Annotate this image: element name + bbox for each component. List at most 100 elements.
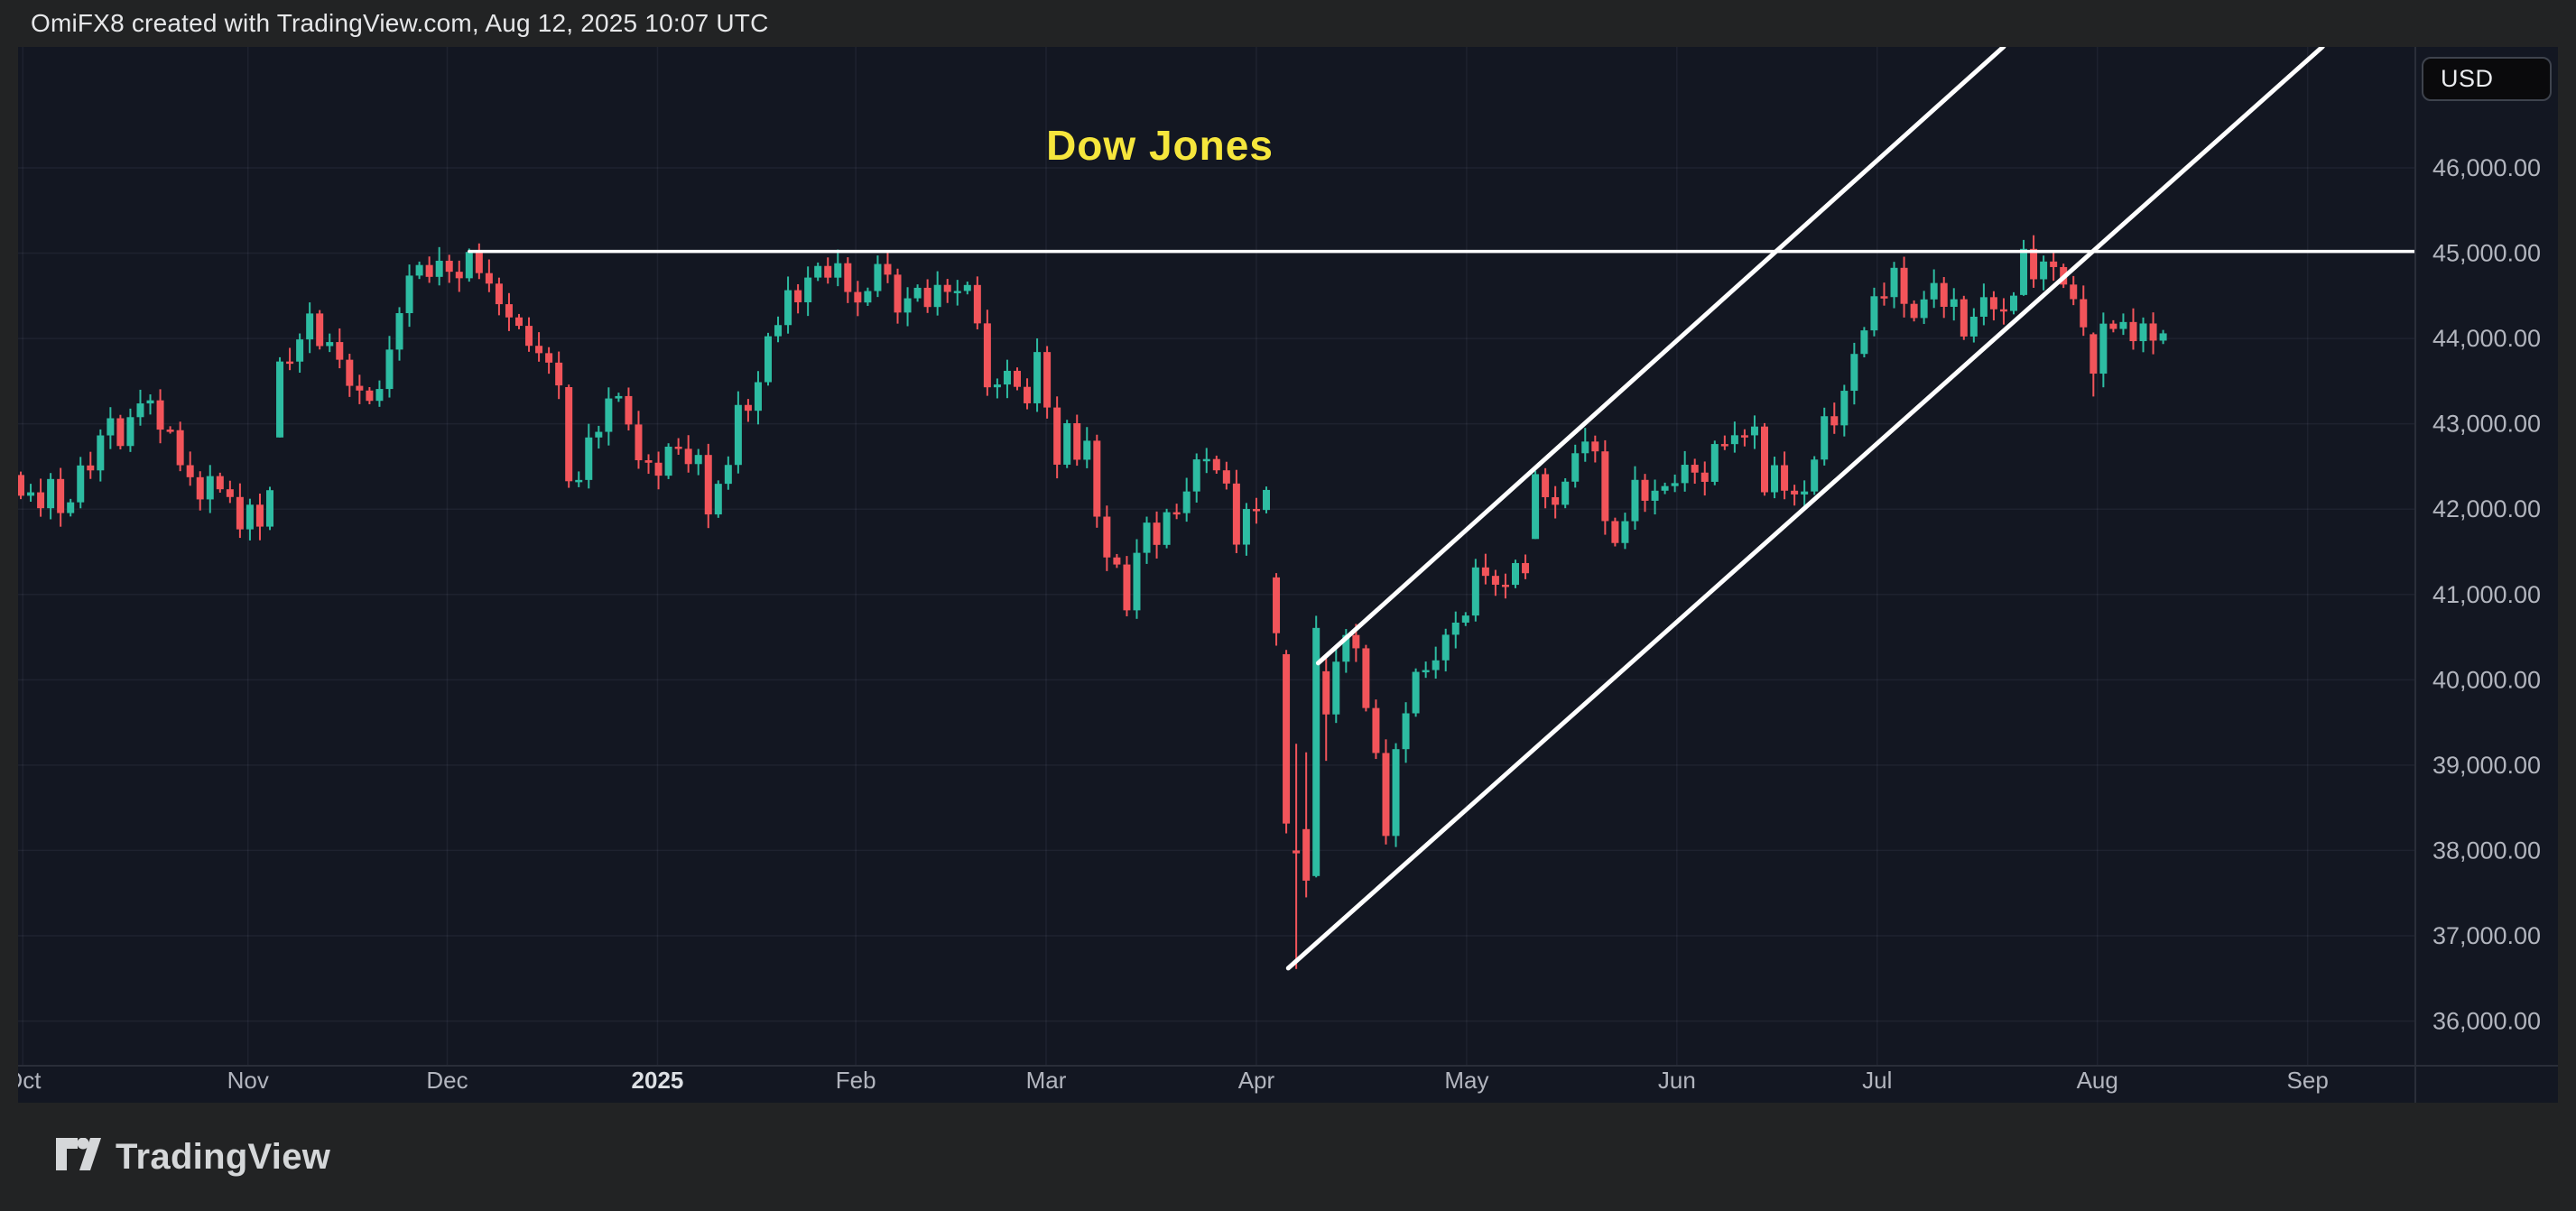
candle xyxy=(834,249,842,287)
candle-body xyxy=(1581,441,1589,454)
candle-body xyxy=(1103,516,1111,558)
candle-body xyxy=(266,490,273,527)
candle xyxy=(1542,467,1550,509)
price-tick-label: 44,000.00 xyxy=(2432,325,2541,352)
time-axis-label: Dec xyxy=(426,1067,468,1094)
candle xyxy=(953,280,961,306)
price-tick-label: 43,000.00 xyxy=(2432,411,2541,438)
candle-body xyxy=(525,326,533,347)
candle-body xyxy=(943,284,951,292)
candle-body xyxy=(1382,753,1390,837)
candle xyxy=(216,472,224,493)
candle xyxy=(495,277,503,316)
candle-body xyxy=(1621,521,1629,543)
candle-body xyxy=(1252,509,1260,512)
candle xyxy=(1053,396,1061,479)
candle-wick xyxy=(1175,504,1178,520)
candle-body xyxy=(1422,670,1430,673)
candle xyxy=(854,281,862,317)
candle xyxy=(605,387,613,446)
candle xyxy=(1561,477,1570,509)
candle-body xyxy=(2030,248,2038,280)
currency-usd-button[interactable]: USD xyxy=(2422,57,2552,101)
candle-body xyxy=(2159,333,2167,341)
tradingview-logo[interactable]: TradingView xyxy=(56,1137,330,1178)
candle-body xyxy=(1172,512,1181,515)
candle-body xyxy=(116,418,125,447)
candle-body xyxy=(385,349,394,390)
candle-body xyxy=(1969,316,1978,337)
tradingview-logo-icon xyxy=(56,1138,101,1176)
candle-body xyxy=(834,263,842,278)
candle-body xyxy=(176,430,184,466)
candle-body xyxy=(1471,567,1479,616)
candle xyxy=(1750,415,1758,449)
candle xyxy=(465,248,473,282)
candle-body xyxy=(1771,465,1779,493)
candle xyxy=(166,426,174,434)
candle xyxy=(1940,277,1948,319)
candle xyxy=(993,378,1001,399)
candle-body xyxy=(515,317,523,327)
candle-body xyxy=(1014,370,1021,387)
gridlines xyxy=(18,47,2415,1066)
candle-body xyxy=(1999,309,2007,312)
candle xyxy=(1063,420,1071,468)
price-axis[interactable]: 46,000.00 45,000.00 44,000.00 43,000.00 42,0… xyxy=(2432,154,2541,1035)
candle-body xyxy=(1192,459,1200,492)
candle-body xyxy=(1691,465,1699,473)
candle xyxy=(1621,513,1629,550)
candle-body xyxy=(1870,296,1878,331)
candle-wick xyxy=(289,347,292,371)
candle xyxy=(1552,485,1560,519)
candle-body xyxy=(1441,634,1450,661)
candle-body xyxy=(206,476,214,500)
candle-body xyxy=(246,504,254,530)
candle-body xyxy=(126,417,134,447)
candle xyxy=(1014,367,1021,391)
candle-body xyxy=(1710,444,1719,482)
candle xyxy=(37,478,45,517)
candle-wick xyxy=(647,454,650,475)
ascending-channel-upper-line[interactable] xyxy=(1315,47,2006,666)
candle xyxy=(704,443,712,529)
candle-body xyxy=(1960,299,1968,337)
candle xyxy=(824,257,832,284)
attribution-text: OmiFX8 created with TradingView.com, Aug… xyxy=(31,9,769,37)
candle xyxy=(1083,427,1091,468)
candle xyxy=(1422,661,1430,679)
candle-body xyxy=(1571,453,1580,482)
candle-body xyxy=(1053,407,1061,465)
candle xyxy=(903,287,912,327)
candle-body xyxy=(2010,295,2017,311)
candle xyxy=(1880,282,1888,306)
candle-body xyxy=(933,284,941,308)
candle xyxy=(575,471,583,487)
candle xyxy=(27,484,35,502)
time-axis[interactable]: Oct Nov Dec 2025 Feb Mar Apr May Jun Jul Aug Sep xyxy=(18,1067,2329,1094)
candle xyxy=(1681,450,1689,492)
candle xyxy=(1192,453,1200,503)
candle-body xyxy=(1432,660,1440,670)
time-axis-label: Feb xyxy=(836,1067,876,1094)
candle xyxy=(923,279,931,313)
candle-body xyxy=(1083,440,1091,460)
candle xyxy=(1242,503,1250,556)
candle xyxy=(18,471,24,500)
candle xyxy=(714,480,722,518)
candle xyxy=(1920,291,1928,325)
candle xyxy=(2129,308,2137,350)
candle-body xyxy=(644,460,653,463)
ascending-channel-lower-line[interactable] xyxy=(1285,47,2325,971)
candle-body xyxy=(585,437,593,480)
candle-body xyxy=(1890,267,1898,298)
candle-body xyxy=(1671,483,1679,486)
price-chart-pane[interactable]: 46,000.00 45,000.00 44,000.00 43,000.00 42,0… xyxy=(18,47,2558,1103)
candle-wick xyxy=(578,471,580,487)
candle-body xyxy=(1512,562,1519,586)
candle xyxy=(97,429,105,482)
candle-body xyxy=(18,475,24,496)
candle xyxy=(1392,743,1400,847)
candle-body xyxy=(1801,491,1809,495)
candle xyxy=(2149,312,2157,355)
